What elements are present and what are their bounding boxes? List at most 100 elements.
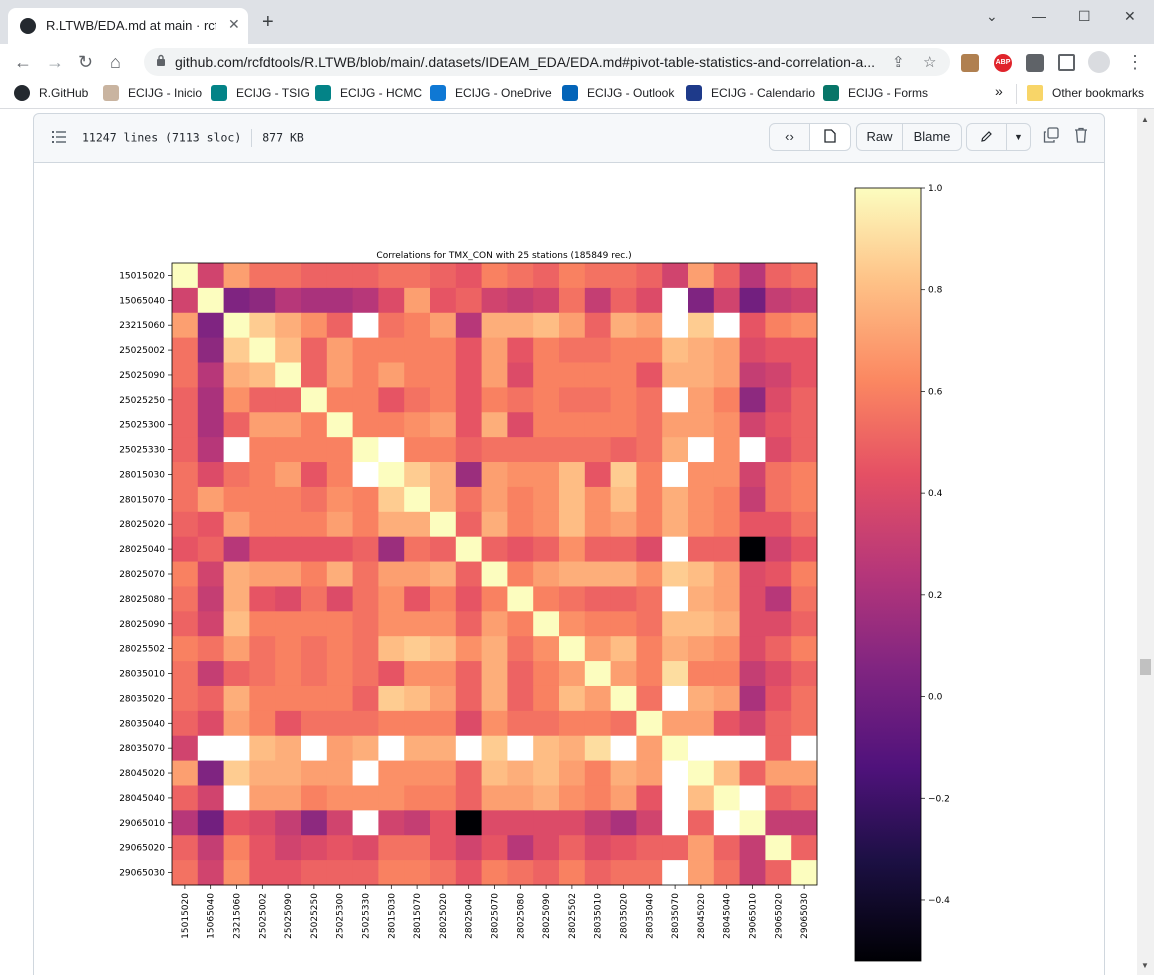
heatmap-cell: [326, 536, 353, 562]
heatmap-cell: [352, 511, 379, 538]
heatmap-cell: [636, 561, 663, 587]
heatmap-cell: [378, 661, 405, 687]
heatmap-cell: [301, 810, 328, 836]
raw-button[interactable]: Raw: [856, 123, 903, 151]
heatmap-cell: [533, 486, 560, 513]
chart-title: Correlations for TMX_CON with 25 station…: [376, 251, 631, 261]
star-icon[interactable]: ☆: [923, 54, 937, 71]
y-tick-label: 28015030: [119, 470, 165, 480]
preview-button[interactable]: [809, 123, 851, 151]
browser-tab[interactable]: R.LTWB/EDA.md at main · rcfdtools ✕: [8, 8, 248, 44]
heatmap-cell: [713, 710, 740, 737]
scrollbar-thumb[interactable]: [1140, 659, 1151, 675]
x-tick-label: 28045020: [697, 893, 707, 939]
close-tab-icon[interactable]: ✕: [228, 16, 240, 32]
edit-dropdown-button[interactable]: ▼: [1006, 123, 1031, 151]
scroll-down-icon[interactable]: ▼: [1141, 961, 1149, 970]
heatmap-cell: [378, 685, 405, 712]
heatmap-cell: [713, 437, 740, 463]
heatmap-cell: [352, 611, 379, 637]
heatmap-cell: [223, 387, 250, 413]
heatmap-cell: [507, 437, 534, 463]
x-tick-label: 28025502: [568, 893, 578, 939]
new-tab-icon[interactable]: +: [262, 11, 274, 33]
delete-icon[interactable]: [1074, 127, 1088, 148]
heatmap-cell: [481, 312, 508, 339]
heatmap-cell: [507, 735, 534, 761]
heatmap-cell: [378, 611, 405, 637]
heatmap-cell: [481, 486, 508, 513]
heatmap-cell: [455, 486, 482, 513]
y-tick-label: 25025330: [119, 446, 165, 456]
stats-divider: [251, 129, 253, 147]
address-bar[interactable]: github.com/rcfdtools/R.LTWB/blob/main/.d…: [144, 48, 950, 76]
bookmark-ecijg-inicio[interactable]: ECIJG - Inicio: [103, 85, 202, 101]
bookmark-r-github[interactable]: R.GitHub: [14, 85, 88, 101]
extensions-icon[interactable]: [1026, 54, 1044, 72]
bookmark-ecijg-onedrive[interactable]: ECIJG - OneDrive: [430, 85, 552, 101]
outline-list-icon[interactable]: [52, 131, 66, 143]
heatmap-cell: [713, 362, 740, 388]
page-scrollbar[interactable]: ▲ ▼: [1137, 109, 1154, 975]
heatmap-cell: [481, 462, 508, 488]
heatmap-cell: [352, 860, 379, 886]
heatmap-cell: [301, 611, 328, 637]
heatmap-cell: [610, 760, 637, 786]
edit-button[interactable]: [966, 123, 1007, 151]
heatmap-cell: [197, 760, 224, 786]
heatmap-cell: [481, 536, 508, 562]
forward-icon[interactable]: →: [46, 52, 64, 72]
heatmap-cell: [223, 735, 250, 761]
maximize-icon[interactable]: ☐: [1078, 8, 1091, 24]
close-window-icon[interactable]: ✕: [1124, 8, 1136, 24]
back-icon[interactable]: ←: [14, 52, 32, 72]
home-icon[interactable]: ⌂: [110, 52, 121, 72]
heatmap-cell: [275, 611, 302, 637]
heatmap-cell: [584, 835, 611, 861]
heatmap-cell: [610, 586, 637, 612]
heatmap-cell: [739, 835, 766, 861]
bookmark-ecijg-tsig[interactable]: ECIJG - TSIG: [211, 85, 310, 101]
heatmap-cell: [713, 536, 740, 562]
heatmap-cell: [791, 437, 818, 463]
heatmap-cell: [636, 810, 663, 836]
tab-strip: R.LTWB/EDA.md at main · rcfdtools ✕ + ⌄ …: [0, 0, 1154, 44]
blame-button[interactable]: Blame: [902, 123, 962, 151]
tab-search-icon[interactable]: ⌄: [986, 8, 998, 24]
code-view-button[interactable]: ‹›: [769, 123, 810, 151]
heatmap-cell: [636, 835, 663, 861]
extension-icon[interactable]: [961, 54, 979, 72]
heatmap-cell: [455, 810, 482, 836]
heatmap-cell: [713, 810, 740, 836]
heatmap-cell: [791, 462, 818, 488]
heatmap-cell: [301, 636, 328, 662]
bookmark-ecijg-forms[interactable]: ECIJG - Forms: [823, 85, 928, 101]
heatmap-cell: [378, 511, 405, 538]
copy-icon[interactable]: [1043, 127, 1059, 148]
heatmap-cell: [404, 437, 431, 463]
scroll-up-icon[interactable]: ▲: [1141, 115, 1149, 124]
profile-icon[interactable]: [1088, 51, 1110, 73]
heatmap-cell: [352, 362, 379, 388]
other-bookmarks[interactable]: Other bookmarks: [1027, 85, 1144, 101]
colorbar-tick-label: 0.4: [928, 489, 943, 499]
heatmap-cell: [172, 486, 199, 513]
bookmark-ecijg-calendario[interactable]: ECIJG - Calendario: [686, 85, 815, 101]
heatmap-cell: [533, 636, 560, 662]
minimize-icon[interactable]: —: [1032, 8, 1046, 24]
heatmap-cell: [584, 437, 611, 463]
bookmark-ecijg-hcmc[interactable]: ECIJG - HCMC: [315, 85, 422, 101]
heatmap-cell: [688, 835, 715, 861]
side-panel-icon[interactable]: [1058, 54, 1075, 71]
heatmap-cell: [301, 536, 328, 562]
adblock-icon[interactable]: ABP: [994, 54, 1012, 72]
heatmap-cell: [275, 287, 302, 314]
heatmap-cell: [739, 486, 766, 513]
menu-icon[interactable]: ⋮: [1126, 52, 1144, 72]
heatmap-cell: [791, 362, 818, 388]
bookmark-ecijg-outlook[interactable]: ECIJG - Outlook: [562, 85, 674, 101]
reload-icon[interactable]: ↻: [78, 52, 94, 72]
share-icon[interactable]: ⇪: [892, 54, 905, 71]
more-bookmarks-icon[interactable]: »: [995, 83, 1003, 99]
y-tick-label: 28045040: [119, 794, 165, 804]
